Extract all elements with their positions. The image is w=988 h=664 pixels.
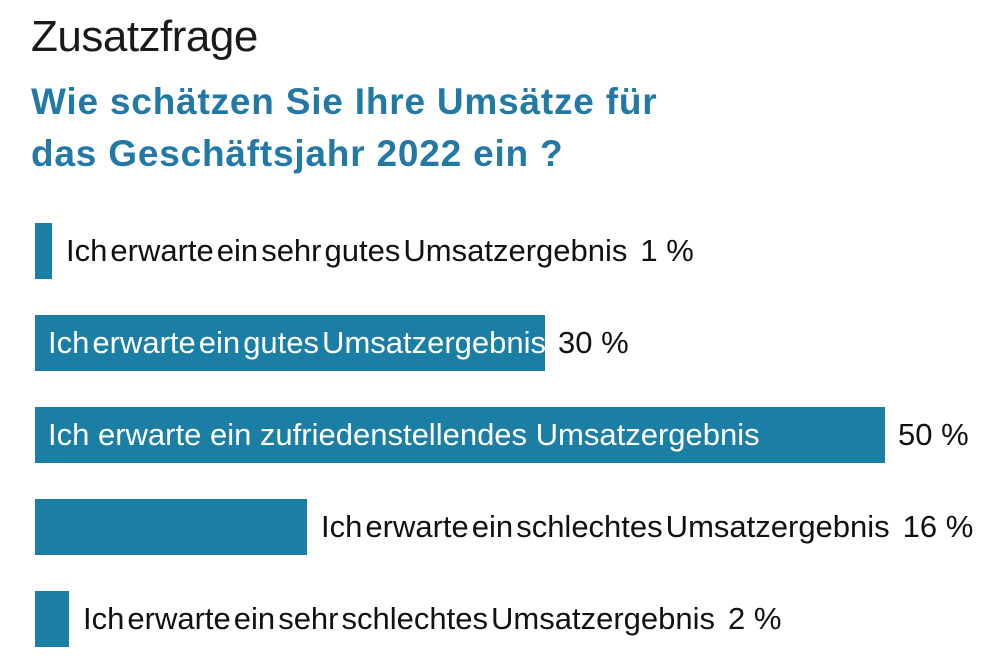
bar-label-sehr-schlecht: Ich erwarte ein sehr schlechtes Umsatzer… <box>83 601 716 636</box>
bar-value-sehr-gut: 1 % <box>640 233 694 268</box>
bar-label-sehr-gut: Ich erwarte ein sehr gutes Umsatzergebni… <box>66 233 628 268</box>
bar-row-sehr-schlecht: Ich erwarte ein sehr schlechtes Umsatzer… <box>35 591 988 647</box>
bar-schlecht <box>35 499 307 555</box>
bar-sehr-gut <box>35 223 52 279</box>
bar-value-zufriedenstellend: 50 % <box>898 417 969 452</box>
bar-chart: Ich erwarte ein sehr gutes Umsatzergebni… <box>35 223 988 664</box>
question-line-2: das Geschäftsjahr 2022 ein ? <box>31 133 564 174</box>
bar-zufriedenstellend: Ich erwarte ein zufriedenstellendes Umsa… <box>35 407 885 463</box>
bar-row-sehr-gut: Ich erwarte ein sehr gutes Umsatzergebni… <box>35 223 988 279</box>
page-title: Zusatzfrage <box>31 12 258 61</box>
bar-value-gut: 30 % <box>558 325 629 360</box>
bar-label-gut: Ich erwarte ein gutes Umsatzergebnis <box>48 325 547 360</box>
bar-value-sehr-schlecht: 2 % <box>728 601 782 636</box>
bar-label-schlecht: Ich erwarte ein schlechtes Umsatzergebni… <box>321 509 890 544</box>
bar-row-zufriedenstellend: Ich erwarte ein zufriedenstellendes Umsa… <box>35 407 988 463</box>
bar-row-schlecht: Ich erwarte ein schlechtes Umsatzergebni… <box>35 499 988 555</box>
bar-gut: Ich erwarte ein gutes Umsatzergebnis <box>35 315 547 371</box>
bar-sehr-schlecht <box>35 591 69 647</box>
bar-value-schlecht: 16 % <box>902 509 974 544</box>
bar-label-zufriedenstellend: Ich erwarte ein zufriedenstellendes Umsa… <box>48 417 760 452</box>
chart-question: Wie schätzen Sie Ihre Umsätze für das Ge… <box>31 76 657 180</box>
bar-row-gut: Ich erwarte ein gutes Umsatzergebnis 30 … <box>35 315 988 371</box>
question-line-1: Wie schätzen Sie Ihre Umsätze für <box>31 81 658 122</box>
